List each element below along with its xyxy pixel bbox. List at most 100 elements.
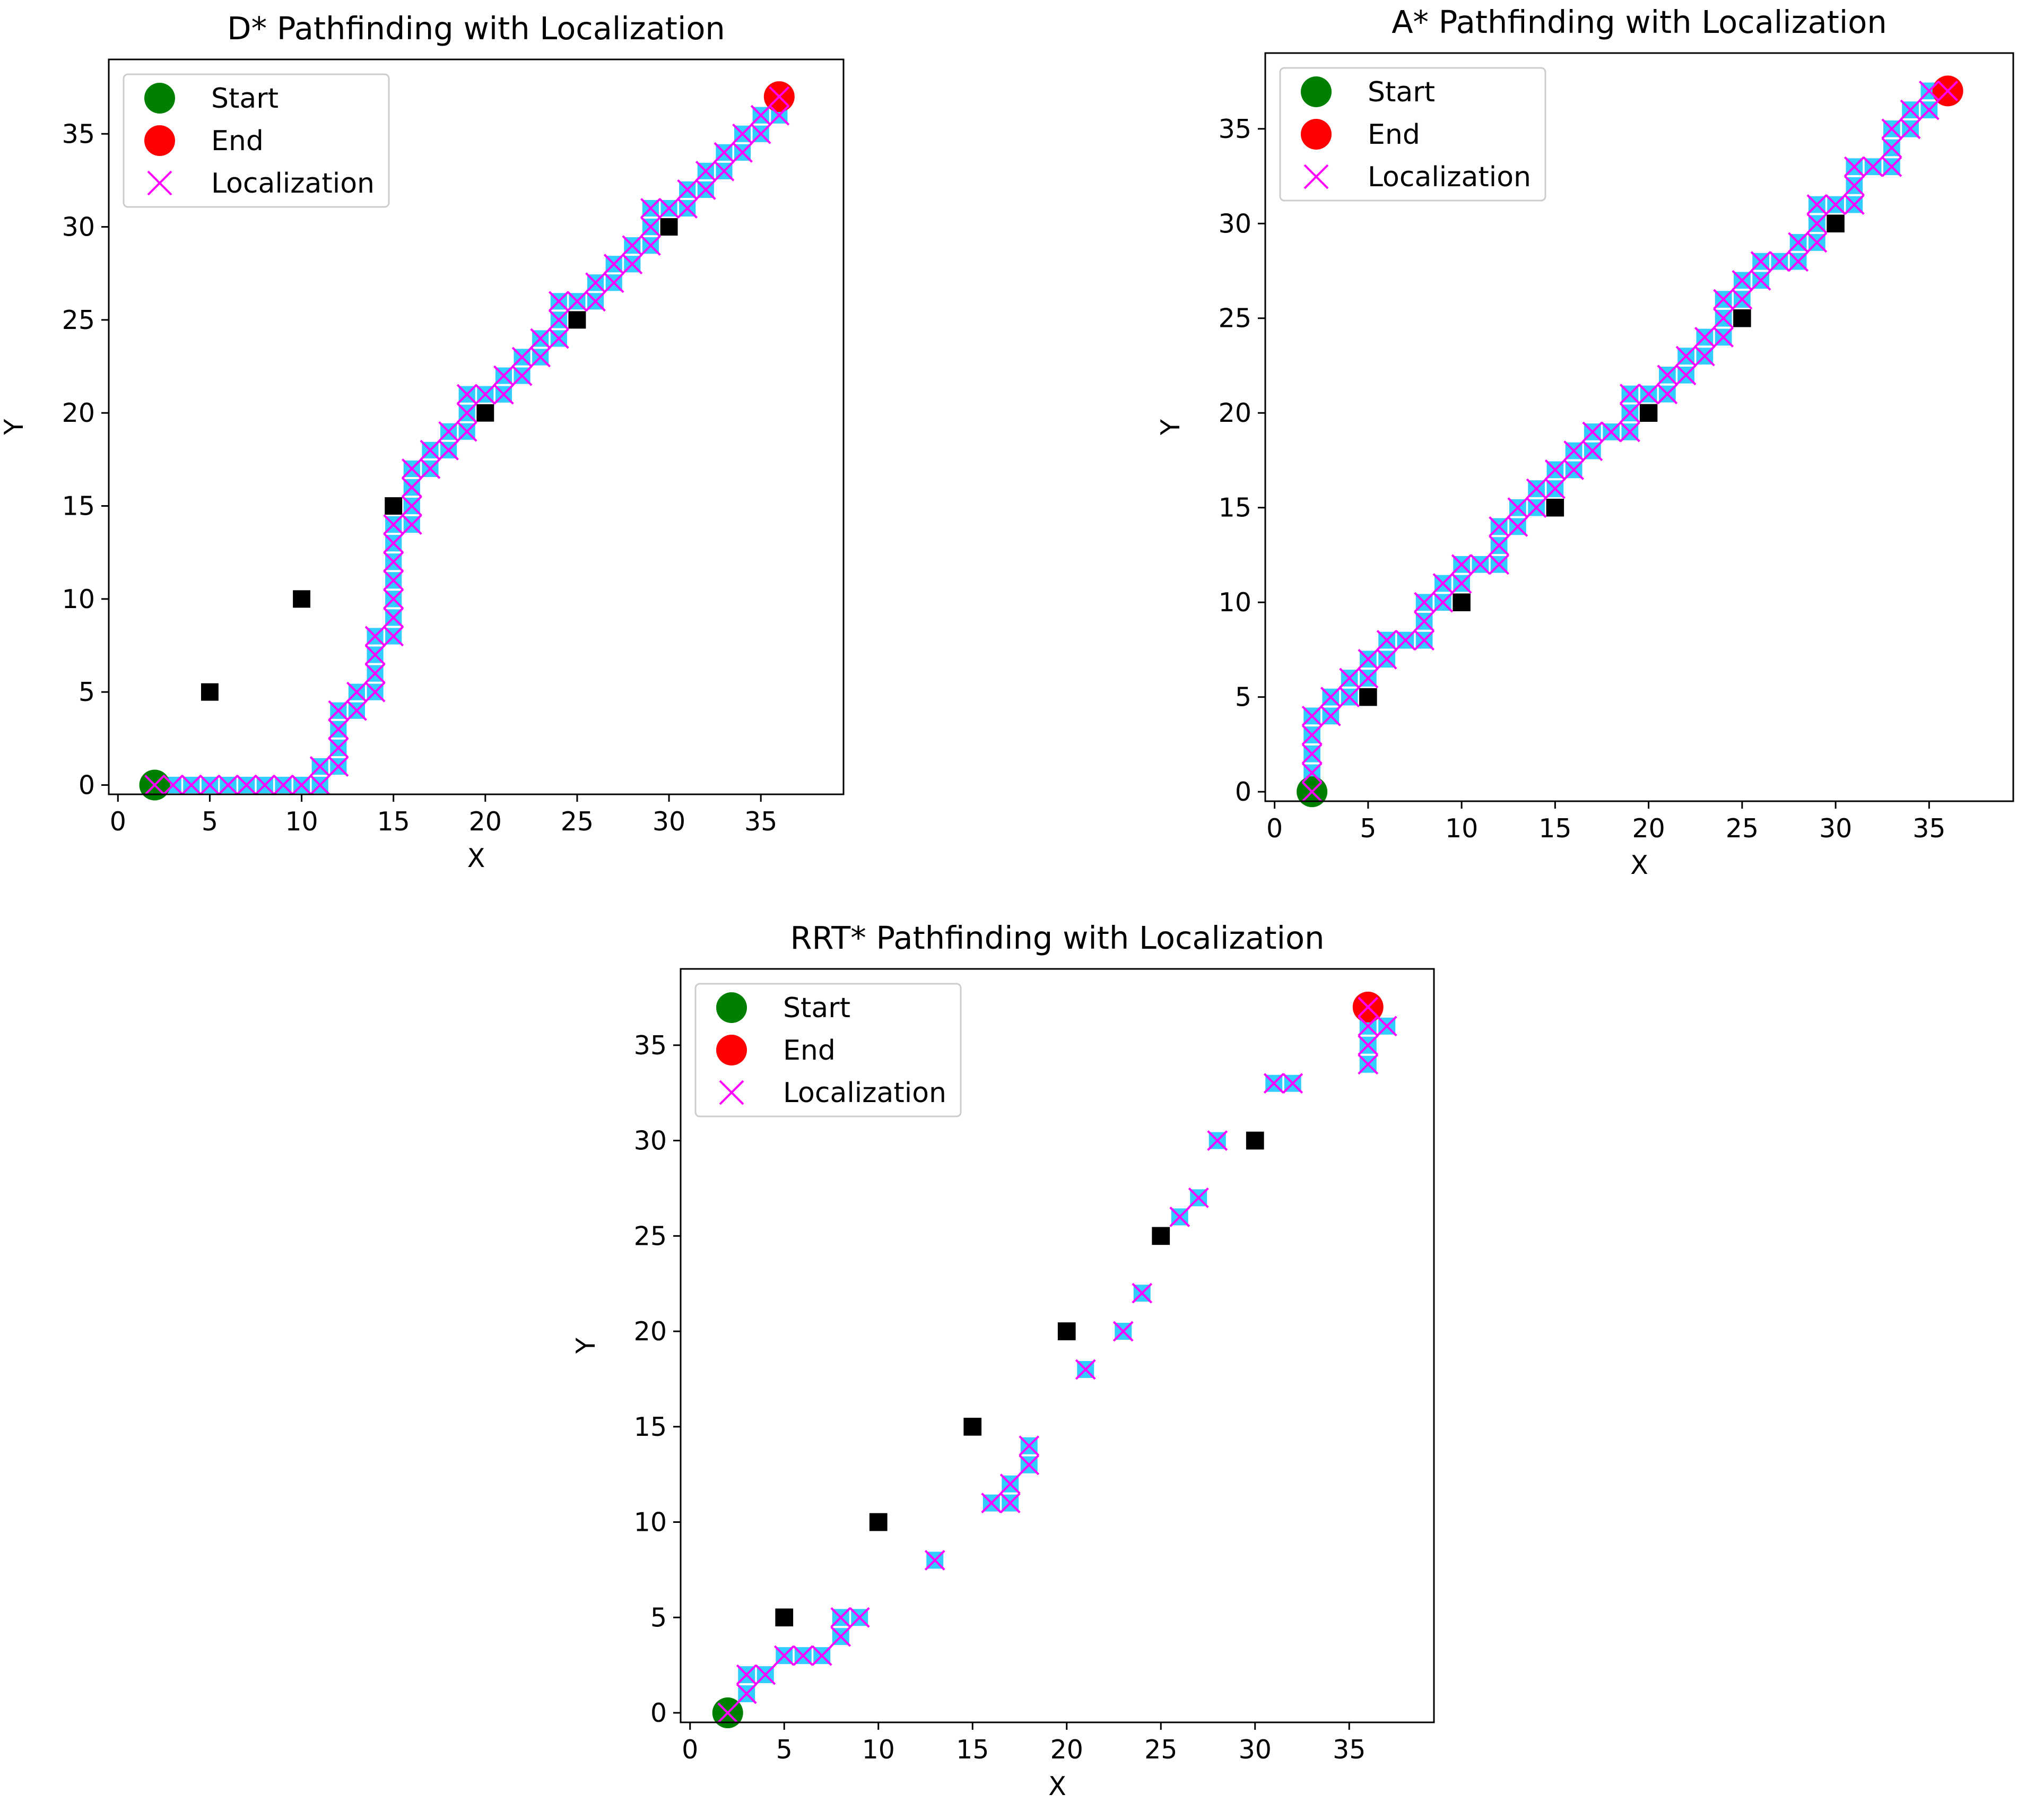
localization-stroke	[999, 1474, 1021, 1495]
localization-stroke	[1844, 175, 1865, 196]
legend-localization-swatch	[1303, 164, 1329, 189]
localization-stroke	[1769, 251, 1790, 272]
localization-stroke	[364, 644, 386, 665]
localization-stroke	[1263, 1073, 1284, 1094]
y-tick-label: 10	[634, 1507, 667, 1538]
localization-marker	[750, 123, 771, 144]
localization-marker	[1544, 478, 1566, 499]
x-tick-label: 20	[469, 807, 502, 837]
localization-stroke	[750, 123, 771, 144]
y-axis-label: Y	[571, 1337, 601, 1354]
localization-marker	[1900, 118, 1921, 140]
localization-stroke	[1918, 99, 1940, 120]
localization-stroke	[1112, 1321, 1134, 1342]
localization-marker	[1881, 137, 1902, 158]
localization-stroke	[401, 496, 422, 516]
localization-marker	[1320, 687, 1341, 708]
localization-marker	[383, 588, 404, 610]
localization-marker	[677, 198, 698, 219]
localization-marker	[1320, 705, 1341, 726]
localization-stroke	[438, 421, 459, 442]
localization-stroke	[383, 607, 404, 628]
localization-stroke	[346, 681, 367, 703]
legend-box	[123, 73, 390, 208]
localization-marker	[1937, 80, 1959, 101]
localization-stroke	[603, 272, 624, 293]
localization-marker	[1301, 705, 1323, 726]
localization-stroke	[511, 365, 533, 386]
localization-stroke	[364, 681, 386, 703]
localization-stroke	[162, 775, 184, 795]
localization-stroke	[585, 291, 606, 312]
localization-marker	[1414, 611, 1435, 632]
legend-start-swatch	[144, 83, 175, 114]
localization-marker	[1414, 630, 1435, 651]
y-tick-label: 5	[1235, 682, 1251, 713]
legend: Start End Localization	[1279, 67, 1546, 202]
localization-stroke	[1526, 497, 1547, 518]
localization-marker	[1563, 459, 1585, 480]
legend-localization-swatch	[719, 1080, 744, 1105]
localization-marker	[1657, 384, 1678, 404]
localization-stroke	[147, 170, 172, 196]
localization-marker	[1619, 384, 1640, 404]
localization-stroke	[1303, 164, 1329, 189]
localization-marker	[199, 775, 220, 795]
obstacle-marker	[1359, 688, 1377, 706]
localization-marker	[567, 291, 588, 312]
localization-marker	[999, 1493, 1021, 1513]
localization-stroke	[1414, 592, 1435, 613]
localization-marker	[511, 346, 533, 368]
localization-stroke	[1320, 687, 1341, 708]
localization-marker	[1358, 668, 1379, 689]
chart-panel-2: A* Pathfinding with Localization 0 5 10 15 20…	[1155, 4, 2014, 880]
y-tick-label: 30	[634, 1126, 667, 1156]
localization-marker	[1188, 1187, 1209, 1208]
localization-marker	[1358, 1054, 1379, 1075]
localization-marker	[1844, 156, 1865, 177]
localization-stroke	[585, 272, 606, 293]
y-tick-label: 20	[62, 398, 95, 428]
localization-marker	[1489, 554, 1510, 575]
localization-marker	[1358, 996, 1379, 1018]
chart-title: D* Pathfinding with Localization	[227, 10, 725, 47]
localization-marker	[1301, 762, 1323, 783]
localization-stroke	[830, 1626, 851, 1647]
localization-stroke	[1320, 705, 1341, 726]
localization-marker	[999, 1474, 1021, 1495]
localization-marker	[1638, 384, 1659, 404]
localization-marker	[1806, 232, 1828, 253]
localization-stroke	[1881, 118, 1902, 140]
localization-marker	[769, 105, 790, 126]
localization-stroke	[1806, 232, 1828, 253]
localization-stroke	[548, 328, 569, 349]
localization-stroke	[548, 309, 569, 331]
y-tick-label: 35	[1219, 114, 1251, 144]
localization-stroke	[755, 1664, 776, 1685]
localization-marker	[1694, 327, 1715, 348]
x-tick-label: 0	[682, 1735, 698, 1765]
chart-panel-3: RRT* Pathfinding with Localization 0 5 10 15…	[571, 920, 1435, 1801]
x-tick-label: 0	[110, 807, 126, 837]
localization-marker	[640, 198, 661, 219]
localization-marker	[1376, 1016, 1397, 1037]
localization-stroke	[1432, 573, 1454, 594]
obstacle-marker	[476, 404, 494, 422]
legend-label: End	[211, 125, 264, 157]
localization-marker	[1863, 156, 1884, 177]
localization-stroke	[622, 254, 643, 275]
localization-stroke	[999, 1493, 1021, 1513]
y-tick-label: 15	[1219, 493, 1251, 523]
localization-stroke	[719, 1080, 744, 1105]
localization-marker	[1881, 118, 1902, 140]
localization-stroke	[1675, 365, 1697, 386]
localization-marker	[622, 254, 643, 275]
localization-marker	[1432, 592, 1454, 613]
localization-stroke	[1358, 648, 1379, 670]
axes-frame	[1264, 52, 2014, 802]
localization-stroke	[1132, 1282, 1153, 1304]
localization-marker	[1169, 1206, 1190, 1227]
obstacle-marker	[1453, 593, 1471, 611]
localization-stroke	[530, 346, 551, 368]
